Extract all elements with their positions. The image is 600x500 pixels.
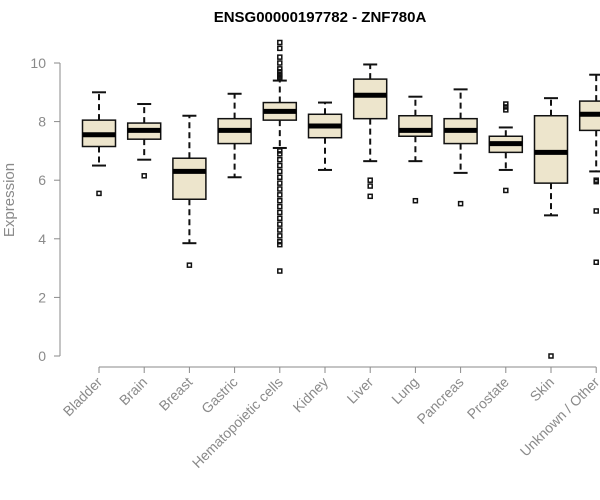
outlier-point (277, 197, 283, 204)
outlier-point (277, 168, 283, 175)
outlier-point (277, 241, 283, 248)
outlier-point (457, 200, 464, 207)
outlier-point (277, 54, 283, 60)
outlier-point (277, 233, 283, 239)
outlier-point (277, 148, 283, 154)
box-group (578, 73, 600, 265)
outlier-point (277, 268, 283, 274)
outlier-point (277, 74, 283, 81)
x-tick-label: Bladder (60, 374, 106, 420)
outlier-point (277, 174, 283, 181)
y-tick-label: 6 (38, 172, 46, 188)
outlier-point (367, 177, 373, 183)
box-group (262, 39, 298, 274)
outlier-point (277, 215, 283, 222)
outlier-point (367, 183, 373, 189)
x-tick-label: Brain (116, 374, 150, 408)
outlier-point (277, 39, 283, 46)
iqr-box (398, 114, 433, 137)
box-group (488, 101, 524, 194)
chart-title: ENSG00000197782 - ZNF780A (214, 9, 427, 26)
iqr-box (172, 157, 207, 200)
box-group (172, 114, 207, 268)
box-group (81, 91, 117, 197)
x-tick-label: Pancreas (414, 374, 467, 427)
outlier-point (367, 193, 373, 200)
outlier-point (503, 104, 509, 110)
y-tick-label: 10 (30, 55, 46, 71)
box-group (217, 92, 252, 179)
box-group (533, 97, 569, 359)
y-tick-label: 2 (38, 289, 46, 305)
outlier-point (96, 190, 102, 197)
x-tick-label: Gastric (198, 374, 241, 417)
x-tick-label: Prostate (464, 374, 512, 422)
outlier-point (277, 209, 283, 216)
box-group (307, 101, 343, 171)
outlier-point (503, 187, 509, 194)
x-tick-label: Skin (527, 374, 558, 405)
outlier-point (412, 197, 419, 204)
outlier-point (548, 353, 554, 359)
outlier-point (277, 156, 283, 163)
outlier-point (503, 101, 509, 107)
outlier-point (277, 180, 283, 186)
outlier-point (593, 259, 599, 265)
outlier-point (141, 173, 147, 179)
outlier-point (277, 162, 283, 169)
x-tick-label: Kidney (290, 374, 332, 416)
outlier-point (277, 186, 283, 192)
outlier-point (277, 60, 283, 66)
outlier-point (186, 262, 193, 268)
y-tick-label: 0 (38, 348, 46, 364)
y-axis: 0 2 4 6 8 10 (30, 55, 61, 364)
outlier-point (593, 178, 599, 185)
iqr-box (533, 114, 569, 184)
outlier-point (277, 203, 283, 210)
box-group (126, 103, 162, 179)
outlier-point (277, 192, 283, 198)
y-axis-label: Expression (1, 163, 18, 237)
box-group (352, 63, 388, 200)
outlier-point (277, 45, 283, 52)
plot-area (81, 39, 600, 359)
outlier-point (503, 107, 509, 113)
x-tick-label: Liver (344, 374, 377, 407)
x-tick-label: Unknown / Other (517, 374, 600, 460)
outlier-point (277, 238, 283, 245)
iqr-box (352, 78, 388, 120)
y-tick-label: 4 (38, 231, 46, 247)
outlier-point (277, 66, 283, 72)
outlier-point (277, 221, 283, 227)
outlier-point (277, 227, 283, 233)
x-tick-label: Breast (156, 374, 196, 414)
outlier-point (593, 208, 599, 214)
y-tick-label: 8 (38, 114, 46, 130)
x-tick-label: Lung (388, 374, 421, 407)
outlier-point (277, 151, 283, 157)
box-group (443, 88, 478, 207)
box-group (398, 95, 433, 204)
